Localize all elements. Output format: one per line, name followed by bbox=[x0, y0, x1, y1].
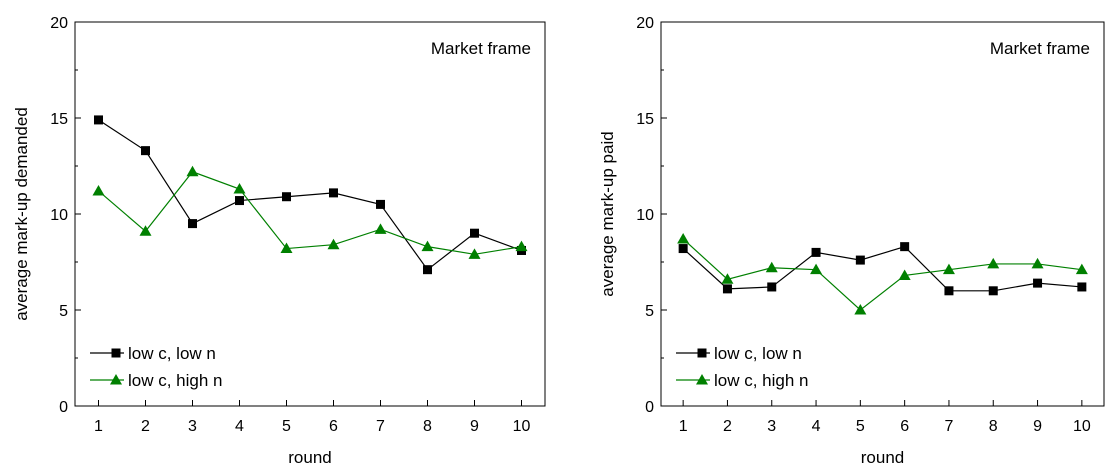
legend-label: low c, low n bbox=[128, 344, 216, 363]
chart-title: Market frame bbox=[431, 39, 531, 58]
data-point-triangle bbox=[92, 184, 105, 196]
series-line bbox=[98, 119, 522, 271]
data-point-triangle bbox=[233, 183, 246, 194]
chart-2: 0 5 10 15 20 1 2 3 4 5 6 7 8 9 10 round average mark-up … bbox=[598, 15, 1105, 467]
legend-label: low c, high n bbox=[714, 371, 809, 390]
data-point-square bbox=[94, 115, 103, 125]
x-tick-label: 6 bbox=[329, 418, 338, 435]
data-point-triangle bbox=[421, 240, 434, 252]
x-tick-label: 9 bbox=[1033, 418, 1042, 435]
data-point-square bbox=[811, 247, 821, 257]
data-point-triangle bbox=[810, 263, 823, 275]
legend-marker bbox=[696, 374, 708, 385]
data-point-triangle bbox=[1031, 257, 1044, 269]
chart-1: 0 5 10 15 20 1 2 3 4 5 6 7 8 9 10 round average mark-up … bbox=[12, 15, 546, 467]
legend-entry: low c, low n bbox=[90, 344, 216, 363]
x-tick-label: 7 bbox=[376, 418, 385, 435]
y-tick-label: 0 bbox=[59, 399, 68, 416]
data-point-triangle bbox=[515, 240, 528, 252]
series-2 bbox=[92, 165, 528, 259]
series-1 bbox=[678, 242, 1087, 296]
data-point-triangle bbox=[374, 223, 387, 234]
x-tick-label: 4 bbox=[235, 418, 244, 435]
data-point-square bbox=[855, 255, 865, 265]
x-tick-label: 5 bbox=[282, 418, 291, 435]
data-point-square bbox=[767, 282, 777, 292]
chart-title: Market frame bbox=[990, 39, 1090, 58]
legend-entry: low c, low n bbox=[676, 344, 802, 363]
data-point-square bbox=[282, 192, 291, 202]
series-line bbox=[98, 171, 522, 255]
y-tick-label: 20 bbox=[636, 15, 654, 32]
x-tick-label: 3 bbox=[767, 418, 776, 435]
x-tick-label: 1 bbox=[94, 418, 103, 435]
data-point-triangle bbox=[280, 242, 293, 254]
x-tick-label: 10 bbox=[1073, 418, 1091, 435]
data-point-triangle bbox=[1075, 263, 1088, 275]
data-point-triangle bbox=[186, 165, 199, 177]
data-point-square bbox=[141, 146, 150, 156]
x-tick-label: 2 bbox=[141, 418, 150, 435]
data-point-square bbox=[376, 199, 385, 209]
data-point-triangle bbox=[468, 248, 481, 259]
data-point-triangle bbox=[854, 304, 867, 315]
x-tick-label: 2 bbox=[723, 418, 732, 435]
data-point-triangle bbox=[721, 273, 734, 284]
x-tick-label: 8 bbox=[989, 418, 998, 435]
data-point-square bbox=[988, 286, 998, 296]
data-point-square bbox=[188, 219, 197, 229]
data-point-square bbox=[1033, 278, 1043, 288]
data-point-square bbox=[944, 286, 954, 296]
data-point-triangle bbox=[139, 225, 152, 236]
data-point-square bbox=[900, 242, 910, 252]
data-point-triangle bbox=[677, 232, 690, 244]
data-point-square bbox=[235, 196, 244, 206]
x-tick-label: 8 bbox=[423, 418, 432, 435]
y-axis-label: average mark-up paid bbox=[598, 131, 617, 296]
data-point-square bbox=[1077, 282, 1087, 292]
y-tick-label: 5 bbox=[645, 303, 654, 320]
data-point-square bbox=[470, 228, 479, 238]
y-tick-label: 15 bbox=[636, 111, 654, 128]
data-point-square bbox=[678, 244, 688, 254]
legend-entry: low c, high n bbox=[90, 371, 223, 390]
x-axis-label: round bbox=[861, 448, 904, 465]
x-tick-label: 9 bbox=[470, 418, 479, 435]
x-tick-label: 4 bbox=[812, 418, 821, 435]
data-point-triangle bbox=[898, 269, 911, 280]
series-1 bbox=[94, 115, 526, 275]
x-tick-label: 7 bbox=[944, 418, 953, 435]
x-tick-label: 5 bbox=[856, 418, 865, 435]
legend-marker bbox=[697, 348, 707, 358]
y-tick-label: 10 bbox=[50, 207, 68, 224]
y-tick-label: 0 bbox=[645, 399, 654, 416]
legend-label: low c, high n bbox=[128, 371, 223, 390]
legend-marker bbox=[111, 348, 121, 358]
data-point-triangle bbox=[987, 257, 1000, 269]
y-axis-label: average mark-up demanded bbox=[12, 107, 31, 321]
series-line bbox=[682, 238, 1082, 311]
y-tick-label: 20 bbox=[50, 15, 68, 32]
data-point-square bbox=[423, 265, 432, 275]
y-tick-label: 10 bbox=[636, 207, 654, 224]
data-point-square bbox=[329, 188, 338, 198]
series-line bbox=[682, 245, 1082, 292]
series-2 bbox=[677, 232, 1088, 315]
data-point-triangle bbox=[942, 263, 955, 275]
x-axis-label: round bbox=[288, 448, 331, 465]
data-point-triangle bbox=[327, 238, 340, 250]
legend-label: low c, low n bbox=[714, 344, 802, 363]
legend-marker bbox=[110, 374, 122, 385]
x-tick-label: 3 bbox=[188, 418, 197, 435]
legend-entry: low c, high n bbox=[676, 371, 809, 390]
x-tick-label: 10 bbox=[513, 418, 531, 435]
data-point-square bbox=[722, 284, 732, 294]
y-tick-label: 15 bbox=[50, 111, 68, 128]
x-tick-label: 1 bbox=[679, 418, 688, 435]
y-tick-label: 5 bbox=[59, 303, 68, 320]
data-point-triangle bbox=[765, 261, 778, 273]
x-tick-label: 6 bbox=[900, 418, 909, 435]
